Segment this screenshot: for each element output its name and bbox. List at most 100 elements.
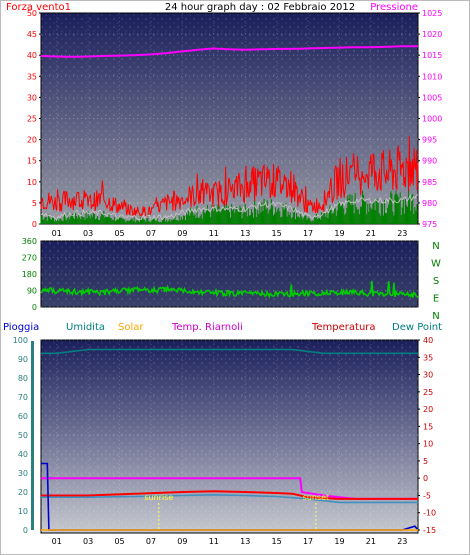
temperature-tick-label: -15 <box>423 526 436 535</box>
percent-tick-label: 10 <box>18 507 28 516</box>
hour-tick-label: 17 <box>303 229 313 238</box>
hour-tick-label: 05 <box>114 229 124 238</box>
hour-tick-label: 01 <box>52 537 62 546</box>
compass-label: N <box>432 241 439 252</box>
sun-marker-label: sunset <box>303 493 330 502</box>
percent-tick-label: 60 <box>18 412 28 421</box>
hour-tick-label: 05 <box>114 537 124 546</box>
percent-tick-label: 0 <box>23 526 28 535</box>
direction-tick-label: 360 <box>22 237 37 246</box>
wind-tick-label: 45 <box>27 30 37 39</box>
compass-label: W <box>431 259 441 270</box>
percent-tick-label: 40 <box>18 450 28 459</box>
wind-tick-label: 20 <box>27 136 37 145</box>
temperature-tick-label: 20 <box>423 405 433 414</box>
hour-tick-label: 19 <box>334 537 344 546</box>
percent-tick-label: 70 <box>18 393 28 402</box>
hour-tick-label: 01 <box>52 229 62 238</box>
compass-label: E <box>433 294 439 305</box>
hour-tick-label: 13 <box>240 229 250 238</box>
percent-tick-label: 90 <box>18 355 28 364</box>
wind-tick-label: 15 <box>27 157 37 166</box>
sun-marker-label: sunrise <box>144 493 173 502</box>
wind-gust-line <box>40 136 419 218</box>
temperature-tick-label: -5 <box>423 491 431 500</box>
temperature-tick-label: 30 <box>423 371 433 380</box>
temperature-tick-label: 0 <box>423 474 428 483</box>
percent-tick-label: 20 <box>18 488 28 497</box>
wind-tick-label: 40 <box>27 51 37 60</box>
hour-tick-label: 11 <box>209 537 219 546</box>
pressure-tick-label: 1020 <box>422 30 442 39</box>
legend-entry: Umidita <box>66 322 105 333</box>
temperature-tick-label: 25 <box>423 388 433 397</box>
percent-tick-label: 80 <box>18 374 28 383</box>
humidity-scale-bar <box>31 341 34 530</box>
direction-tick-label: 180 <box>22 270 37 279</box>
legend-entry: Temp. Riarnoli <box>171 322 243 333</box>
legend-entry: Solar <box>118 322 144 333</box>
pressure-tick-label: 995 <box>422 136 437 145</box>
pressure-tick-label: 1005 <box>422 93 442 102</box>
temp-rain-legend: Pioggia Umidita Solar Temp. Riarnoli Tempera… <box>3 322 442 333</box>
pressure-tick-label: 1015 <box>422 51 442 60</box>
pressure-tick-label: 975 <box>422 220 437 229</box>
wind-tick-label: 5 <box>32 199 37 208</box>
direction-tick-label: 90 <box>27 287 37 296</box>
hour-tick-label: 19 <box>334 229 344 238</box>
pressure-tick-label: 1000 <box>422 115 442 124</box>
percent-tick-label: 30 <box>18 469 28 478</box>
plot-texture <box>41 340 418 533</box>
percent-tick-label: 50 <box>18 431 28 440</box>
pressure-line <box>40 45 418 58</box>
hour-tick-label: 03 <box>83 229 93 238</box>
series-line-umidita <box>41 348 418 355</box>
wind-direction-line <box>40 280 419 299</box>
wind-tick-label: 25 <box>27 115 37 124</box>
pressure-tick-label: 1025 <box>422 9 442 18</box>
hour-tick-label: 21 <box>366 537 376 546</box>
legend-entry: Temperatura <box>311 322 376 333</box>
temperature-tick-label: 15 <box>423 422 433 431</box>
hour-tick-label: 11 <box>209 229 219 238</box>
direction-tick-label: 270 <box>22 254 37 263</box>
wind-tick-label: 50 <box>27 9 37 18</box>
temperature-tick-label: 35 <box>423 353 433 362</box>
hour-tick-label: 21 <box>366 229 376 238</box>
pressure-tick-label: 985 <box>422 178 437 187</box>
hour-tick-label: 07 <box>146 229 156 238</box>
pressure-axis-title: Pressione <box>370 2 418 13</box>
temperature-tick-label: 40 <box>423 336 433 345</box>
hour-tick-label: 03 <box>83 537 93 546</box>
hour-tick-label: 23 <box>397 537 407 546</box>
hour-tick-label: 09 <box>177 537 187 546</box>
wind-tick-label: 30 <box>27 93 37 102</box>
pressure-tick-label: 1010 <box>422 72 442 81</box>
hour-tick-label: 15 <box>272 537 282 546</box>
wind-axis-title: Forza vento1 <box>6 2 71 13</box>
series-line-temperatura <box>41 490 418 500</box>
compass-label: N <box>432 311 439 322</box>
chart-title: 24 hour graph day : 02 Febbraio 2012 <box>165 2 355 13</box>
percent-tick-label: 100 <box>13 336 28 345</box>
compass-label: S <box>433 276 439 287</box>
direction-tick-label: 0 <box>32 303 37 312</box>
temperature-tick-label: 10 <box>423 440 433 449</box>
legend-entry: Dew Point <box>392 322 442 333</box>
wind-tick-label: 0 <box>32 220 37 229</box>
pressure-tick-label: 980 <box>422 199 437 208</box>
hour-tick-label: 07 <box>146 537 156 546</box>
temperature-tick-label: 5 <box>423 457 428 466</box>
hour-tick-label: 23 <box>397 229 407 238</box>
wind-tick-label: 35 <box>27 72 37 81</box>
series-line-dew-point <box>41 493 418 504</box>
pressure-tick-label: 990 <box>422 157 437 166</box>
hour-tick-label: 09 <box>177 229 187 238</box>
temperature-tick-label: -10 <box>423 509 436 518</box>
legend-entry: Pioggia <box>3 322 39 333</box>
